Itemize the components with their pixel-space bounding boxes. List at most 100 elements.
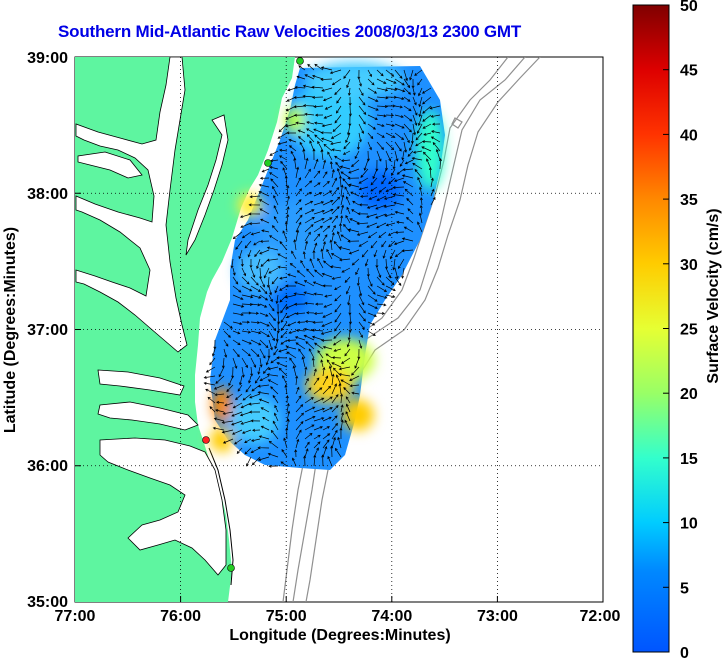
velocity-vector — [393, 201, 405, 206]
velocity-vector — [359, 194, 369, 198]
velocity-vector — [417, 114, 423, 127]
velocity-vector — [385, 113, 395, 117]
velocity-vector — [302, 104, 315, 108]
velocity-vector — [327, 151, 333, 161]
velocity-vector — [322, 416, 332, 422]
velocity-vector — [303, 291, 315, 296]
velocity-vector — [280, 312, 288, 323]
velocity-vector — [250, 447, 261, 453]
velocity-vector — [232, 267, 236, 276]
velocity-vector — [262, 416, 270, 422]
velocity-vector — [370, 177, 378, 186]
velocity-vector — [293, 292, 306, 296]
velocity-vector — [367, 276, 373, 287]
station-marker — [296, 57, 304, 65]
velocity-vector — [367, 105, 379, 111]
velocity-vector — [345, 132, 351, 144]
velocity-vector — [394, 87, 406, 93]
velocity-vector — [278, 123, 288, 133]
velocity-vector — [303, 334, 315, 341]
velocity-vector — [289, 262, 297, 269]
velocity-vector — [279, 241, 288, 251]
velocity-vector — [328, 365, 333, 377]
velocity-vector — [407, 150, 414, 157]
velocity-vector — [266, 258, 279, 262]
velocity-vector — [259, 276, 266, 288]
velocity-vector — [285, 114, 297, 120]
velocity-vector — [298, 65, 306, 71]
velocity-vector — [286, 206, 290, 215]
x-tick-label: 74:00 — [371, 608, 412, 625]
velocity-vector — [257, 391, 270, 395]
velocity-vector — [394, 123, 405, 129]
velocity-vector — [292, 365, 297, 377]
velocity-vector — [320, 66, 333, 71]
velocity-vector — [301, 356, 306, 368]
velocity-vector — [419, 197, 423, 206]
station-marker — [227, 564, 235, 572]
velocity-vector — [412, 123, 417, 136]
velocity-vector — [430, 196, 436, 206]
velocity-vector — [347, 330, 351, 341]
velocity-vector — [293, 105, 306, 109]
velocity-vector — [346, 78, 351, 89]
velocity-vector — [342, 178, 351, 188]
velocity-vector — [403, 96, 411, 102]
x-tick-label: 72:00 — [580, 608, 621, 625]
velocity-vector — [376, 114, 387, 118]
velocity-vector — [392, 185, 405, 189]
velocity-vector — [354, 357, 360, 369]
velocity-vector — [235, 240, 243, 250]
velocity-vector — [286, 195, 290, 206]
velocity-vector — [358, 96, 366, 106]
velocity-vector — [228, 375, 234, 387]
velocity-vector — [422, 151, 432, 161]
velocity-vector — [385, 123, 395, 127]
velocity-vector — [344, 276, 351, 283]
velocity-vector — [268, 321, 277, 332]
velocity-vector — [375, 258, 379, 269]
velocity-vector — [321, 272, 333, 278]
velocity-vector — [232, 285, 242, 293]
velocity-vector — [417, 78, 423, 86]
velocity-vector — [295, 312, 306, 316]
velocity-vector — [268, 312, 276, 322]
velocity-vector — [356, 222, 369, 226]
velocity-vector — [248, 203, 261, 207]
velocity-vector — [322, 396, 333, 404]
velocity-vector — [280, 160, 288, 170]
velocity-vector — [258, 199, 270, 206]
velocity-vector — [394, 230, 405, 234]
velocity-vector — [304, 168, 311, 179]
velocity-vector — [322, 439, 330, 449]
velocity-vector — [330, 132, 342, 139]
velocity-vector — [402, 181, 414, 188]
velocity-vector — [358, 87, 364, 96]
velocity-vector — [248, 222, 261, 226]
velocity-vector — [241, 348, 251, 357]
velocity-vector — [375, 204, 387, 210]
velocity-vector — [340, 159, 351, 163]
velocity-vector — [367, 303, 378, 309]
velocity-vector — [285, 345, 297, 350]
velocity-vector — [298, 348, 306, 359]
velocity-vector — [418, 212, 423, 224]
velocity-vector — [304, 200, 314, 206]
velocity-vector — [344, 348, 351, 357]
velocity-vector — [327, 455, 333, 467]
velocity-vector — [331, 177, 337, 188]
velocity-vector — [302, 148, 306, 161]
velocity-vector — [385, 267, 392, 279]
velocity-vector — [323, 303, 333, 308]
velocity-vector — [304, 301, 315, 305]
velocity-vector — [396, 220, 405, 224]
velocity-vector — [261, 168, 270, 173]
velocity-vector — [276, 362, 288, 368]
velocity-vector — [271, 276, 279, 285]
velocity-vector — [216, 400, 225, 404]
velocity-vector — [348, 168, 360, 174]
x-tick-label: 77:00 — [55, 608, 96, 625]
velocity-vector — [430, 188, 435, 197]
velocity-vector — [334, 87, 342, 96]
velocity-vector — [250, 294, 262, 299]
